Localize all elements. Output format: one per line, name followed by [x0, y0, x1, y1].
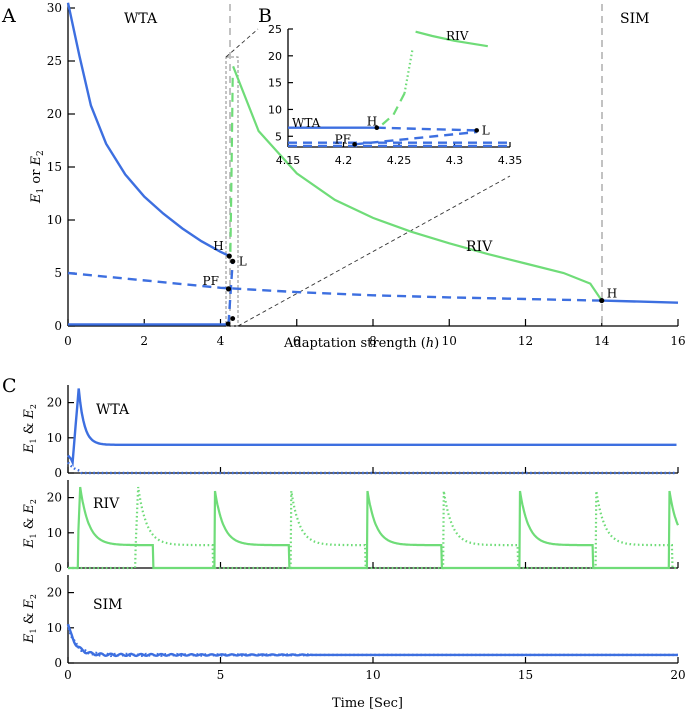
panel-c-y-tick-label: 20	[47, 491, 62, 505]
bifurcation-label-h: H	[213, 239, 223, 253]
bifurcation-point	[230, 316, 236, 321]
panel-a-y-tick-label: 30	[47, 1, 62, 15]
inset-bifurcation-label-h: H	[367, 115, 377, 129]
inset-label-wta: WTA	[292, 116, 321, 130]
zoom-box	[225, 56, 239, 327]
riv-e1-trace	[68, 486, 680, 570]
panel-b-x-tick-label: 4.15	[276, 154, 301, 167]
zoom-connector-bottom	[237, 175, 511, 327]
panel-a-y-tick-label: 15	[47, 160, 62, 174]
panel-a-x-tick-label: 16	[670, 334, 685, 348]
panel-label-c: C	[2, 375, 17, 397]
panel-b-x-tick-label: 4.25	[387, 154, 412, 167]
wta-e2-trace	[67, 461, 677, 475]
panel-a-series-blue-dashed	[227, 261, 234, 324]
inset-label-riv: RIV	[446, 29, 469, 43]
panel-c-y-label: E1 & E2	[22, 594, 38, 644]
bifurcation-label-l: L	[239, 254, 247, 268]
bifurcation-point	[225, 321, 231, 327]
riv-e2-trace	[68, 486, 678, 570]
panel-a-x-label: Adaptation strength (h)	[283, 336, 439, 351]
sim-e1-trace	[66, 623, 678, 658]
panel-c-y-tick-label: 10	[47, 526, 62, 540]
region-label-riv: RIV	[466, 239, 493, 255]
panel-c-x-tick-label: 15	[518, 668, 533, 682]
panel-a-series-green-solid	[232, 65, 603, 302]
panel-c-y-tick-label: 0	[54, 561, 62, 575]
panel-c-y-tick-label: 10	[47, 431, 62, 445]
bifurcation-point	[230, 258, 236, 264]
inset-bifurcation-point	[374, 125, 380, 130]
panel-b-y-tick-label: 25	[268, 23, 282, 36]
region-label-sim: SIM	[620, 11, 649, 27]
panel-a-y-tick-label: 5	[54, 266, 62, 280]
panel-a-x-tick-label: 8	[369, 334, 377, 348]
panel-c-y-tick-label: 20	[47, 396, 62, 410]
panel-c-y-label: E1 & E2	[22, 404, 38, 454]
panel-c-y-tick-label: 0	[54, 466, 62, 480]
sim-e2-trace	[66, 624, 678, 658]
panel-c-x-tick-label: 0	[64, 668, 72, 682]
panel-a-x-tick-label: 4	[217, 334, 225, 348]
panel-b-series-blue-dashed	[376, 126, 477, 132]
panel-a-x-tick-label: 6	[293, 334, 301, 348]
inset-bifurcation-point	[474, 128, 480, 133]
subplot-label-sim: SIM	[93, 597, 122, 613]
panel-a-y-tick-label: 25	[47, 54, 62, 68]
panel-label-b: B	[258, 5, 272, 27]
bifurcation-label-pf: PF	[203, 274, 219, 288]
panel-a-x-tick-label: 10	[442, 334, 457, 348]
subplot-label-riv: RIV	[93, 496, 120, 512]
zoom-connector-top	[225, 28, 259, 58]
inset-bifurcation-label-l: L	[482, 123, 490, 137]
panel-b-inset: 4.15 4.2 4.25 4.3 4.35 5 10 15 20 25 H L PF WTA RIV	[268, 23, 522, 167]
panel-a-series-blue-dashed	[67, 271, 602, 302]
panel-b-series-blue-dashed	[354, 130, 477, 146]
bifurcation-point	[225, 286, 232, 292]
region-label-wta: WTA	[124, 11, 158, 27]
bifurcation-point	[226, 253, 232, 259]
panel-c-x-tick-label: 10	[365, 668, 380, 682]
subplot-label-wta: WTA	[96, 402, 130, 418]
panel-c-y-tick-label: 10	[47, 621, 62, 635]
wta-e1-trace	[67, 388, 677, 468]
panel-c-y-tick-label: 20	[47, 586, 62, 600]
panel-b-y-tick-label: 10	[268, 103, 282, 116]
inset-bifurcation-label-pf: PF	[335, 132, 351, 146]
panel-c-y-label: E1 & E2	[22, 499, 38, 549]
panel-b-x-tick-label: 4.3	[446, 154, 464, 167]
panel-a-y-tick-label: 0	[54, 319, 62, 333]
panel-a-x-tick-label: 2	[140, 334, 148, 348]
panel-c: 0 10 20 E1 & E2 0 10 20 E1 & E2 0 10 20 0 5 10 15 20 E…	[22, 385, 685, 711]
panel-b-x-tick-label: 4.35	[498, 154, 523, 167]
panel-c-x-tick-label: 20	[670, 668, 685, 682]
panel-a-y-tick-label: 20	[47, 107, 62, 121]
panel-label-a: A	[1, 5, 16, 27]
panel-a-x-tick-label: 12	[518, 334, 533, 348]
panel-a-y-label: E1 or E2	[29, 150, 46, 204]
panel-c-x-label: Time [Sec]	[332, 696, 403, 711]
subplot-sim: 0 10 20 0 5 10 15 20 E1 & E2	[22, 575, 685, 682]
inset-bifurcation-point	[352, 142, 357, 147]
panel-c-x-tick-label: 5	[217, 668, 225, 682]
subplot-riv: 0 10 20 E1 & E2	[22, 480, 680, 575]
subplot-wta: 0 10 20 E1 & E2	[22, 385, 679, 480]
bifurcation-point	[599, 297, 605, 304]
panel-b-x-tick-label: 4.2	[335, 154, 353, 167]
panel-a-x-tick-label: 0	[64, 334, 72, 348]
panel-b-y-tick-label: 5	[275, 130, 282, 143]
panel-b-series-green-solid	[415, 30, 488, 48]
panel-c-y-tick-label: 0	[54, 656, 62, 670]
panel-b-series-green-dotted	[403, 50, 414, 94]
panel-b-y-tick-label: 20	[268, 50, 282, 63]
bifurcation-label-h: H	[607, 287, 617, 301]
panel-a-series-blue-solid	[66, 2, 230, 258]
panel-a-series-blue-solid	[601, 299, 679, 304]
panel-b-series-green-dashed	[381, 92, 406, 126]
panel-a-y-tick-label: 10	[47, 213, 62, 227]
panel-b-y-tick-label: 15	[268, 77, 282, 90]
panel-a-x-tick-label: 14	[594, 334, 610, 348]
